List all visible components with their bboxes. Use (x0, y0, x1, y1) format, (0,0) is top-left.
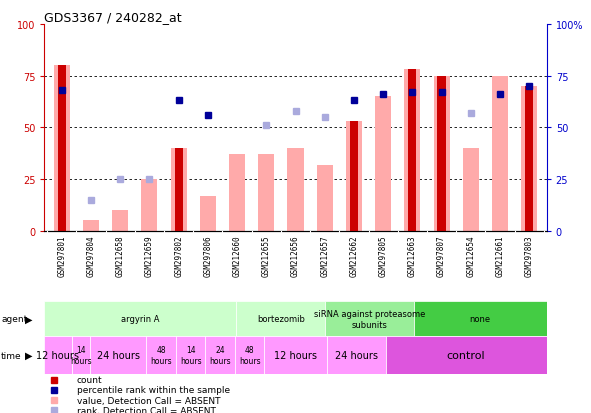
Text: count: count (77, 375, 103, 384)
Bar (54, 66, 70, 231)
Bar (346, 122, 362, 231)
Bar (229, 155, 245, 231)
Bar (236, 301, 325, 337)
Text: 24
hours: 24 hours (209, 346, 231, 365)
Text: GSM297807: GSM297807 (437, 235, 446, 276)
Text: control: control (447, 350, 485, 360)
Text: argyrin A: argyrin A (121, 315, 160, 323)
Text: GSM297801: GSM297801 (57, 235, 66, 276)
Text: GSM297804: GSM297804 (86, 235, 96, 276)
Bar (521, 87, 537, 231)
Text: GSM212654: GSM212654 (466, 235, 475, 276)
Text: rank, Detection Call = ABSENT: rank, Detection Call = ABSENT (77, 406, 216, 413)
Bar (492, 76, 508, 231)
Bar (235, 337, 265, 374)
Bar (325, 301, 414, 337)
Text: 24 hours: 24 hours (335, 350, 378, 360)
Text: none: none (470, 315, 491, 323)
Bar (287, 149, 304, 231)
Bar (437, 76, 446, 231)
Text: GSM212655: GSM212655 (262, 235, 271, 276)
Text: bortezomib: bortezomib (256, 315, 305, 323)
Text: GSM212663: GSM212663 (408, 235, 417, 276)
Bar (404, 70, 420, 231)
Bar (83, 221, 99, 231)
Text: percentile rank within the sample: percentile rank within the sample (77, 385, 230, 394)
Text: ▶: ▶ (25, 350, 33, 360)
Bar (90, 337, 147, 374)
Bar (375, 97, 391, 231)
Bar (525, 87, 533, 231)
Text: GSM212656: GSM212656 (291, 235, 300, 276)
Text: GSM297805: GSM297805 (379, 235, 388, 276)
Bar (463, 149, 479, 231)
Text: siRNA against proteasome
subunits: siRNA against proteasome subunits (314, 309, 425, 329)
Text: GSM212661: GSM212661 (495, 235, 505, 276)
Text: 12 hours: 12 hours (274, 350, 317, 360)
Bar (386, 337, 547, 374)
Bar (258, 155, 274, 231)
Bar (174, 149, 183, 231)
Text: 48
hours: 48 hours (239, 346, 261, 365)
Text: GDS3367 / 240282_at: GDS3367 / 240282_at (44, 11, 182, 24)
Bar (265, 337, 326, 374)
Bar (200, 196, 216, 231)
Text: 24 hours: 24 hours (97, 350, 139, 360)
Text: GSM297803: GSM297803 (525, 235, 534, 276)
Text: 14
hours: 14 hours (70, 346, 92, 365)
Bar (112, 211, 128, 231)
Bar (44, 301, 236, 337)
Text: GSM297802: GSM297802 (174, 235, 183, 276)
Text: agent: agent (1, 315, 27, 323)
Text: time: time (1, 351, 22, 360)
Text: value, Detection Call = ABSENT: value, Detection Call = ABSENT (77, 396, 220, 405)
Bar (44, 337, 72, 374)
Text: GSM212658: GSM212658 (116, 235, 125, 276)
Text: GSM212659: GSM212659 (145, 235, 154, 276)
Bar (408, 70, 417, 231)
Bar (317, 165, 333, 231)
Bar (171, 149, 187, 231)
Bar (434, 76, 450, 231)
Bar (350, 122, 358, 231)
Text: GSM297806: GSM297806 (203, 235, 212, 276)
Text: GSM212660: GSM212660 (233, 235, 242, 276)
Bar (414, 301, 547, 337)
Bar (326, 337, 386, 374)
Bar (206, 337, 235, 374)
Text: ▶: ▶ (25, 314, 33, 324)
Bar (58, 66, 66, 231)
Text: 48
hours: 48 hours (150, 346, 172, 365)
Bar (141, 180, 157, 231)
Text: 14
hours: 14 hours (180, 346, 202, 365)
Text: 12 hours: 12 hours (37, 350, 79, 360)
Bar (176, 337, 206, 374)
Text: GSM212662: GSM212662 (349, 235, 358, 276)
Text: GSM212657: GSM212657 (320, 235, 329, 276)
Bar (147, 337, 176, 374)
Bar (72, 337, 90, 374)
